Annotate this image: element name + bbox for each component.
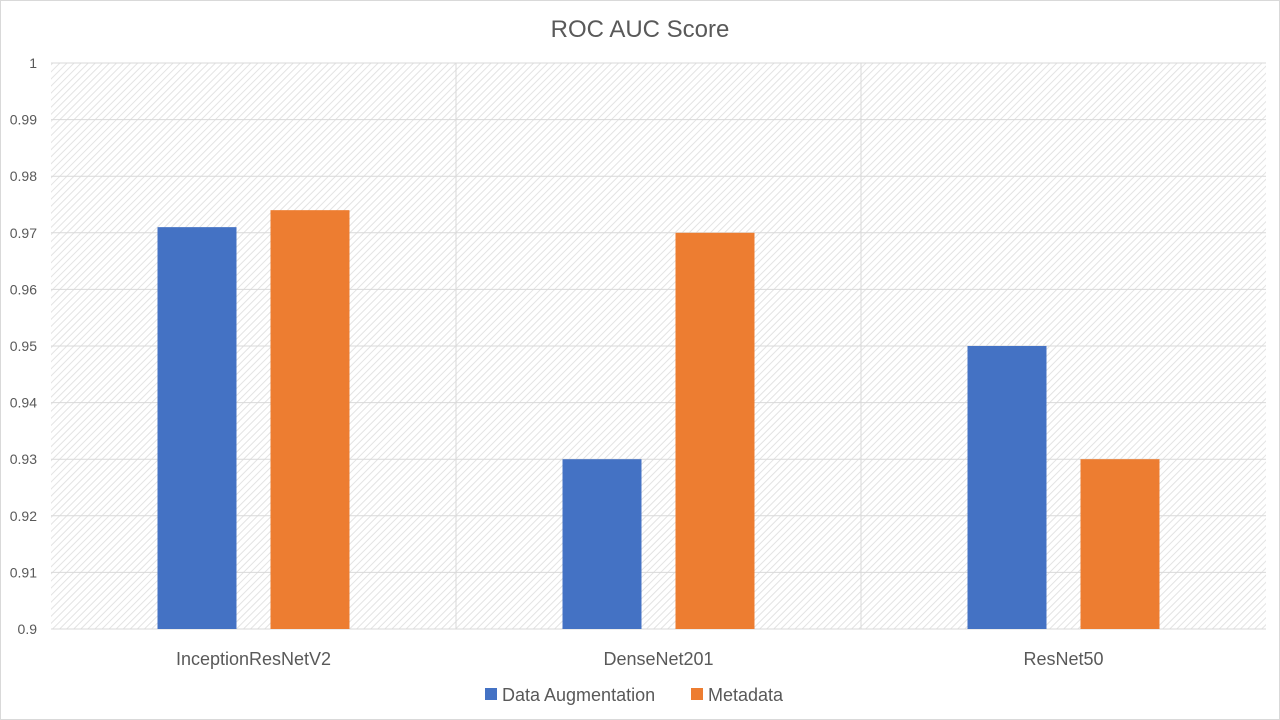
y-tick-label: 0.98 xyxy=(10,168,37,184)
legend-swatch-metadata xyxy=(691,688,703,700)
bar-data-augmentation-inceptionresnetv2 xyxy=(157,227,237,629)
y-axis-ticks: 0.9 0.91 0.92 0.93 0.94 0.95 0.96 0.97 0.98 0.99 1 xyxy=(10,55,37,637)
y-tick-label: 0.93 xyxy=(10,451,37,467)
y-tick-label: 0.96 xyxy=(10,281,37,297)
bar-data-augmentation-densenet201 xyxy=(562,459,642,629)
bar-metadata-inceptionresnetv2 xyxy=(270,210,350,629)
legend-label-data-augmentation: Data Augmentation xyxy=(502,685,655,705)
y-tick-label: 0.92 xyxy=(10,508,37,524)
y-tick-label: 0.9 xyxy=(18,621,38,637)
bar-metadata-densenet201 xyxy=(675,232,755,630)
legend-swatch-data-augmentation xyxy=(485,688,497,700)
bar-data-augmentation-resnet50 xyxy=(967,346,1047,629)
legend-label-metadata: Metadata xyxy=(708,685,784,705)
bars xyxy=(157,210,1160,630)
x-tick-label: ResNet50 xyxy=(1023,649,1103,669)
gridlines xyxy=(51,62,1266,630)
y-tick-label: 0.95 xyxy=(10,338,37,354)
y-tick-label: 0.99 xyxy=(10,112,37,128)
chart-title: ROC AUC Score xyxy=(551,16,730,43)
x-tick-label: DenseNet201 xyxy=(603,649,713,669)
y-tick-label: 0.97 xyxy=(10,225,37,241)
y-tick-label: 0.91 xyxy=(10,564,37,580)
x-tick-label: InceptionResNetV2 xyxy=(176,649,331,669)
y-tick-label: 0.94 xyxy=(10,395,37,411)
x-axis-ticks: InceptionResNetV2 DenseNet201 ResNet50 xyxy=(176,649,1104,669)
y-tick-label: 1 xyxy=(29,55,37,71)
legend: Data Augmentation Metadata xyxy=(485,685,784,705)
bar-metadata-resnet50 xyxy=(1080,459,1160,629)
